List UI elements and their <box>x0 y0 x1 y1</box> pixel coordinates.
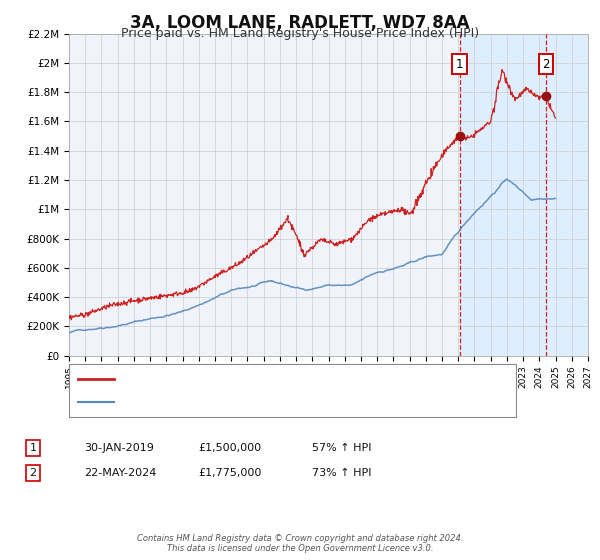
Text: 3A, LOOM LANE, RADLETT, WD7 8AA: 3A, LOOM LANE, RADLETT, WD7 8AA <box>130 14 470 32</box>
Text: Price paid vs. HM Land Registry's House Price Index (HPI): Price paid vs. HM Land Registry's House … <box>121 27 479 40</box>
Text: 1: 1 <box>29 443 37 453</box>
Text: 30-JAN-2019: 30-JAN-2019 <box>84 443 154 453</box>
Text: 22-MAY-2024: 22-MAY-2024 <box>84 468 157 478</box>
Text: £1,500,000: £1,500,000 <box>198 443 261 453</box>
Text: Contains HM Land Registry data © Crown copyright and database right 2024.: Contains HM Land Registry data © Crown c… <box>137 534 463 543</box>
Text: 2: 2 <box>29 468 37 478</box>
Text: This data is licensed under the Open Government Licence v3.0.: This data is licensed under the Open Gov… <box>167 544 433 553</box>
Bar <box>460 34 588 356</box>
Text: £1,775,000: £1,775,000 <box>198 468 262 478</box>
Text: 2: 2 <box>542 58 550 71</box>
Text: 1: 1 <box>456 58 463 71</box>
Text: 3A, LOOM LANE, RADLETT, WD7 8AA (detached house): 3A, LOOM LANE, RADLETT, WD7 8AA (detache… <box>121 374 407 384</box>
Text: 57% ↑ HPI: 57% ↑ HPI <box>312 443 371 453</box>
Text: HPI: Average price, detached house, Hertsmere: HPI: Average price, detached house, Hert… <box>121 397 369 407</box>
Text: 73% ↑ HPI: 73% ↑ HPI <box>312 468 371 478</box>
